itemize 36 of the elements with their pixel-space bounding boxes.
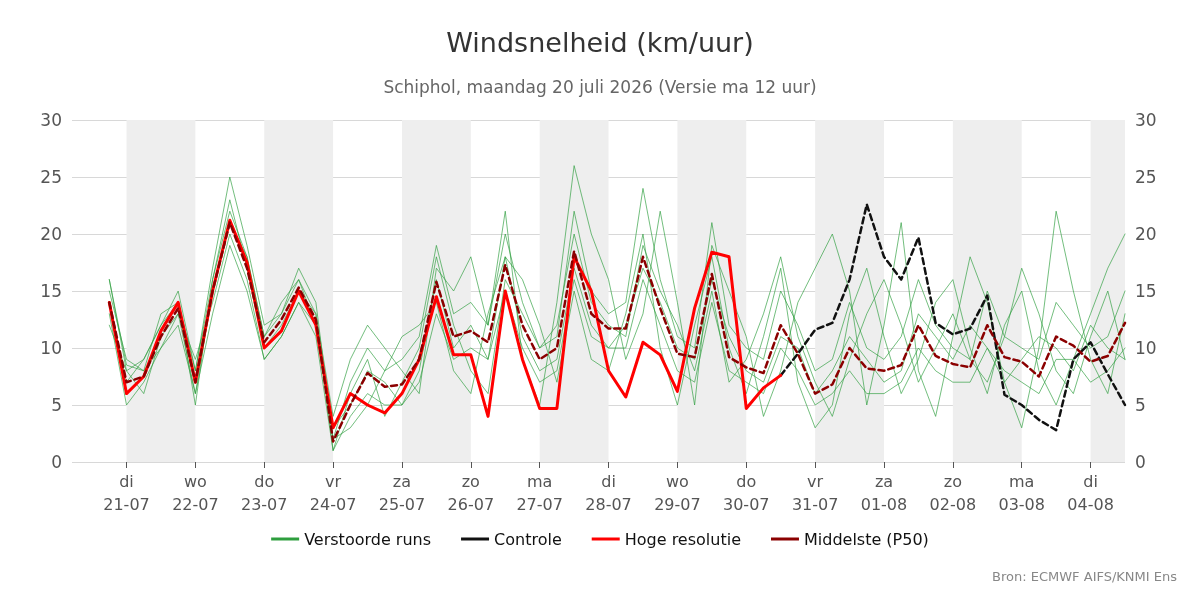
x-tick-label: ma 27-07 <box>516 472 563 514</box>
legend-label: Verstoorde runs <box>304 529 432 549</box>
chart-title: Windsnelheid (km/uur) <box>446 27 754 58</box>
y-tick-label: 0 <box>51 452 62 472</box>
y-tick-label: 5 <box>51 395 62 415</box>
x-tick-label: di 04-08 <box>1067 472 1114 514</box>
legend-label: Hoge resolutie <box>624 529 741 549</box>
x-tick-label: za 01-08 <box>860 472 908 514</box>
x-tick-label: di 21-07 <box>103 472 150 514</box>
x-tick-label: vr 24-07 <box>309 472 357 514</box>
y2-tick-label: 15 <box>1135 281 1157 301</box>
y2-tick-label: 30 <box>1135 110 1157 130</box>
x-tick-label: do 30-07 <box>723 472 770 514</box>
legend-label: Middelste (P50) <box>803 529 929 549</box>
y2-tick-label: 20 <box>1135 224 1157 244</box>
x-tick-label: za 25-07 <box>378 472 426 514</box>
x-tick-label: ma 03-08 <box>998 472 1045 514</box>
x-tick-label: vr 31-07 <box>791 472 839 514</box>
x-tick-label: wo 29-07 <box>654 472 701 514</box>
text: Bron: ECMWF AIFS/KNMI Ens <box>992 569 1178 584</box>
x-tick-label: di 28-07 <box>585 472 632 514</box>
y-tick-label: 20 <box>40 224 62 244</box>
chart-subtitle: Schiphol, maandag 20 juli 2026 (Versie ma 12 uur) <box>383 76 817 97</box>
y-tick-label: 15 <box>40 281 62 301</box>
y-tick-label: 30 <box>40 110 62 130</box>
x-tick-label: wo 22-07 <box>172 472 219 514</box>
y2-tick-label: 10 <box>1135 338 1157 358</box>
y-tick-label: 25 <box>40 167 62 187</box>
y2-tick-label: 5 <box>1135 395 1146 415</box>
y2-tick-label: 25 <box>1135 167 1157 187</box>
x-tick-label: zo 26-07 <box>447 472 495 514</box>
y-tick-label: 10 <box>40 338 62 358</box>
x-tick-label: zo 02-08 <box>929 472 977 514</box>
x-tick-label: do 23-07 <box>240 472 288 514</box>
legend-label: Controle <box>494 529 562 549</box>
y2-tick-label: 0 <box>1135 452 1146 472</box>
